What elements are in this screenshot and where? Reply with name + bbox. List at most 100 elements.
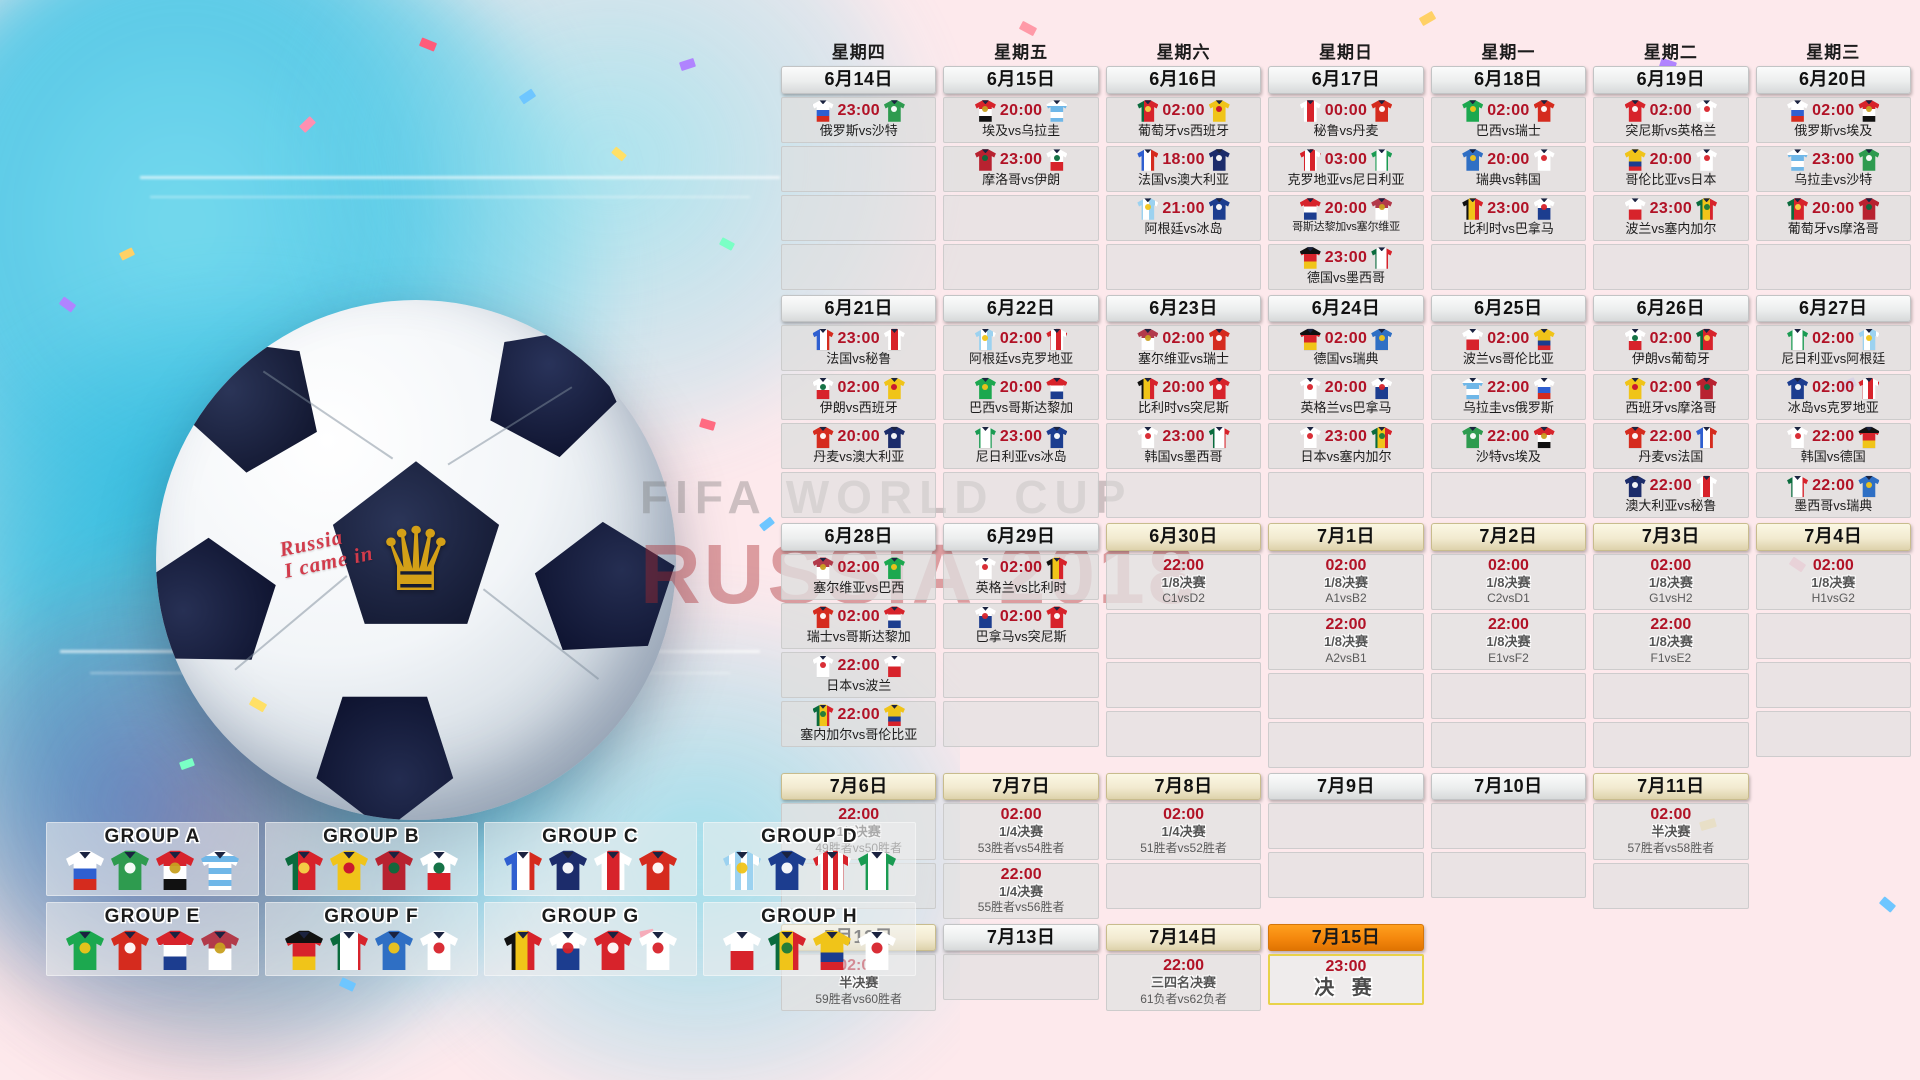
match-cell[interactable]: 23:00 摩洛哥vs伊朗 xyxy=(943,145,1099,192)
date-header[interactable]: 6月24日 xyxy=(1268,294,1424,323)
date-header[interactable]: 7月6日 xyxy=(781,772,937,801)
knockout-match-cell[interactable]: 02:00 1/8决赛 G1vsH2 xyxy=(1593,554,1749,611)
date-header[interactable]: 7月8日 xyxy=(1105,772,1262,801)
match-cell[interactable]: 02:00 伊朗vs西班牙 xyxy=(781,374,937,421)
match-cell[interactable]: 02:00 巴西vs瑞士 xyxy=(1430,96,1587,143)
date-header[interactable]: 7月15日 xyxy=(1268,923,1424,952)
match-cell[interactable]: 22:00 韩国vs德国 xyxy=(1755,423,1911,470)
match-cell[interactable]: 23:00 波兰vs塞内加尔 xyxy=(1593,194,1749,241)
match-cell[interactable]: 02:00 俄罗斯vs埃及 xyxy=(1755,96,1911,143)
knockout-match-cell[interactable]: 22:00 1/8决赛 F1vsE2 xyxy=(1593,613,1749,670)
match-cell[interactable]: 23:00 乌拉圭vs沙特 xyxy=(1755,145,1911,192)
match-cell[interactable]: 02:00 冰岛vs克罗地亚 xyxy=(1755,374,1911,421)
date-header[interactable]: 6月20日 xyxy=(1755,66,1911,94)
date-header[interactable]: 7月7日 xyxy=(943,772,1099,801)
date-header[interactable]: 6月16日 xyxy=(1105,66,1262,94)
knockout-match-cell[interactable]: 22:00 1/8决赛 A2vsB1 xyxy=(1268,613,1424,670)
match-cell[interactable]: 02:00 巴拿马vs突尼斯 xyxy=(943,603,1099,650)
match-cell[interactable]: 02:00 塞尔维亚vs巴西 xyxy=(781,554,937,601)
date-header[interactable]: 6月27日 xyxy=(1755,294,1911,323)
date-header[interactable]: 6月15日 xyxy=(943,66,1099,94)
match-cell[interactable]: 22:00 乌拉圭vs俄罗斯 xyxy=(1430,374,1587,421)
date-header[interactable]: 6月17日 xyxy=(1268,66,1424,94)
match-cell[interactable]: 02:00 突尼斯vs英格兰 xyxy=(1593,96,1749,143)
knockout-match-cell[interactable]: 02:00 1/4决赛 53胜者vs54胜者 xyxy=(943,803,1099,860)
match-cell[interactable]: 03:00 克罗地亚vs尼日利亚 xyxy=(1268,145,1424,192)
match-cell[interactable]: 02:00 阿根廷vs克罗地亚 xyxy=(943,325,1099,372)
knockout-match-cell[interactable]: 22:00 三四名决赛 61负者vs62负者 xyxy=(1105,954,1262,1011)
match-cell[interactable]: 20:00 英格兰vs巴拿马 xyxy=(1268,374,1424,421)
match-cell[interactable]: 20:00 瑞典vs韩国 xyxy=(1430,145,1587,192)
date-header[interactable]: 7月13日 xyxy=(943,923,1099,952)
match-cell[interactable]: 23:00 俄罗斯vs沙特 xyxy=(781,96,937,143)
group-panel-d[interactable]: GROUP D xyxy=(703,822,916,896)
match-cell[interactable]: 23:00 法国vs秘鲁 xyxy=(781,325,937,372)
group-panel-b[interactable]: GROUP B xyxy=(265,822,478,896)
match-cell[interactable]: 02:00 伊朗vs葡萄牙 xyxy=(1593,325,1749,372)
match-cell[interactable]: 23:00 比利时vs巴拿马 xyxy=(1430,194,1587,241)
date-header[interactable]: 7月11日 xyxy=(1593,772,1749,801)
match-cell[interactable]: 22:00 墨西哥vs瑞典 xyxy=(1755,472,1911,519)
group-panel-a[interactable]: GROUP A xyxy=(46,822,259,896)
date-header[interactable]: 6月30日 xyxy=(1105,523,1262,552)
date-header[interactable]: 7月10日 xyxy=(1430,772,1587,801)
date-header[interactable]: 6月23日 xyxy=(1105,294,1262,323)
group-panel-c[interactable]: GROUP C xyxy=(484,822,697,896)
date-header[interactable]: 7月2日 xyxy=(1430,523,1587,552)
match-cell[interactable]: 20:00 巴西vs哥斯达黎加 xyxy=(943,374,1099,421)
date-header[interactable]: 6月14日 xyxy=(781,66,937,94)
date-header[interactable]: 6月29日 xyxy=(943,523,1099,552)
date-header[interactable]: 7月9日 xyxy=(1268,772,1424,801)
match-cell[interactable]: 02:00 波兰vs哥伦比亚 xyxy=(1430,325,1587,372)
date-header[interactable]: 6月25日 xyxy=(1430,294,1587,323)
group-panel-h[interactable]: GROUP H xyxy=(703,902,916,976)
match-cell[interactable]: 02:00 德国vs瑞典 xyxy=(1268,325,1424,372)
match-cell[interactable]: 20:00 哥伦比亚vs日本 xyxy=(1593,145,1749,192)
knockout-match-cell[interactable]: 02:00 半决赛 57胜者vs58胜者 xyxy=(1593,803,1749,860)
group-panel-g[interactable]: GROUP G xyxy=(484,902,697,976)
match-cell[interactable]: 20:00 丹麦vs澳大利亚 xyxy=(781,423,937,470)
date-header[interactable]: 6月18日 xyxy=(1430,66,1587,94)
match-cell[interactable]: 23:00 日本vs塞内加尔 xyxy=(1268,423,1424,470)
date-header[interactable]: 6月21日 xyxy=(781,294,937,323)
knockout-match-cell[interactable]: 22:00 1/4决赛 55胜者vs56胜者 xyxy=(943,862,1099,919)
date-header[interactable]: 7月1日 xyxy=(1268,523,1424,552)
match-cell[interactable]: 02:00 塞尔维亚vs瑞士 xyxy=(1105,325,1262,372)
match-cell[interactable]: 22:00 丹麦vs法国 xyxy=(1593,423,1749,470)
date-header[interactable]: 6月22日 xyxy=(943,294,1099,323)
match-cell[interactable]: 18:00 法国vs澳大利亚 xyxy=(1105,145,1262,192)
date-header[interactable]: 6月28日 xyxy=(781,523,937,552)
knockout-match-cell[interactable]: 02:00 1/8决赛 C2vsD1 xyxy=(1430,554,1587,611)
match-cell[interactable]: 20:00 比利时vs突尼斯 xyxy=(1105,374,1262,421)
date-header[interactable]: 6月26日 xyxy=(1593,294,1749,323)
match-cell[interactable]: 02:00 瑞士vs哥斯达黎加 xyxy=(781,603,937,650)
match-cell[interactable]: 22:00 塞内加尔vs哥伦比亚 xyxy=(781,701,937,748)
match-cell[interactable]: 02:00 西班牙vs摩洛哥 xyxy=(1593,374,1749,421)
match-cell[interactable]: 00:00 秘鲁vs丹麦 xyxy=(1268,96,1424,143)
knockout-match-cell[interactable]: 02:00 1/8决赛 H1vsG2 xyxy=(1755,554,1911,611)
knockout-match-cell[interactable]: 02:00 1/4决赛 51胜者vs52胜者 xyxy=(1105,803,1262,860)
match-cell[interactable]: 21:00 阿根廷vs冰岛 xyxy=(1105,194,1262,241)
match-cell[interactable]: 02:00 尼日利亚vs阿根廷 xyxy=(1755,325,1911,372)
knockout-match-cell[interactable]: 22:00 1/8决赛 E1vsF2 xyxy=(1430,613,1587,670)
match-cell[interactable]: 02:00 葡萄牙vs西班牙 xyxy=(1105,96,1262,143)
match-cell[interactable]: 22:00 澳大利亚vs秘鲁 xyxy=(1593,472,1749,519)
match-cell[interactable]: 23:00 尼日利亚vs冰岛 xyxy=(943,423,1099,470)
match-cell[interactable]: 22:00 日本vs波兰 xyxy=(781,652,937,699)
date-header[interactable]: 7月4日 xyxy=(1755,523,1911,552)
date-header[interactable]: 7月3日 xyxy=(1593,523,1749,552)
date-header[interactable]: 7月14日 xyxy=(1105,923,1262,952)
group-panel-f[interactable]: GROUP F xyxy=(265,902,478,976)
final-match-cell[interactable]: 23:00 决 赛 xyxy=(1268,954,1424,1006)
match-cell[interactable]: 23:00 德国vs墨西哥 xyxy=(1268,243,1424,290)
match-cell[interactable]: 20:00 哥斯达黎加vs塞尔维亚 xyxy=(1268,194,1424,241)
group-panel-e[interactable]: GROUP E xyxy=(46,902,259,976)
match-cell[interactable]: 23:00 韩国vs墨西哥 xyxy=(1105,423,1262,470)
knockout-match-cell[interactable]: 22:00 1/8决赛 C1vsD2 xyxy=(1105,554,1262,611)
match-cell[interactable]: 20:00 埃及vs乌拉圭 xyxy=(943,96,1099,143)
match-cell[interactable]: 22:00 沙特vs埃及 xyxy=(1430,423,1587,470)
date-header[interactable]: 6月19日 xyxy=(1593,66,1749,94)
match-cell[interactable]: 02:00 英格兰vs比利时 xyxy=(943,554,1099,601)
match-cell[interactable]: 20:00 葡萄牙vs摩洛哥 xyxy=(1755,194,1911,241)
knockout-match-cell[interactable]: 02:00 1/8决赛 A1vsB2 xyxy=(1268,554,1424,611)
